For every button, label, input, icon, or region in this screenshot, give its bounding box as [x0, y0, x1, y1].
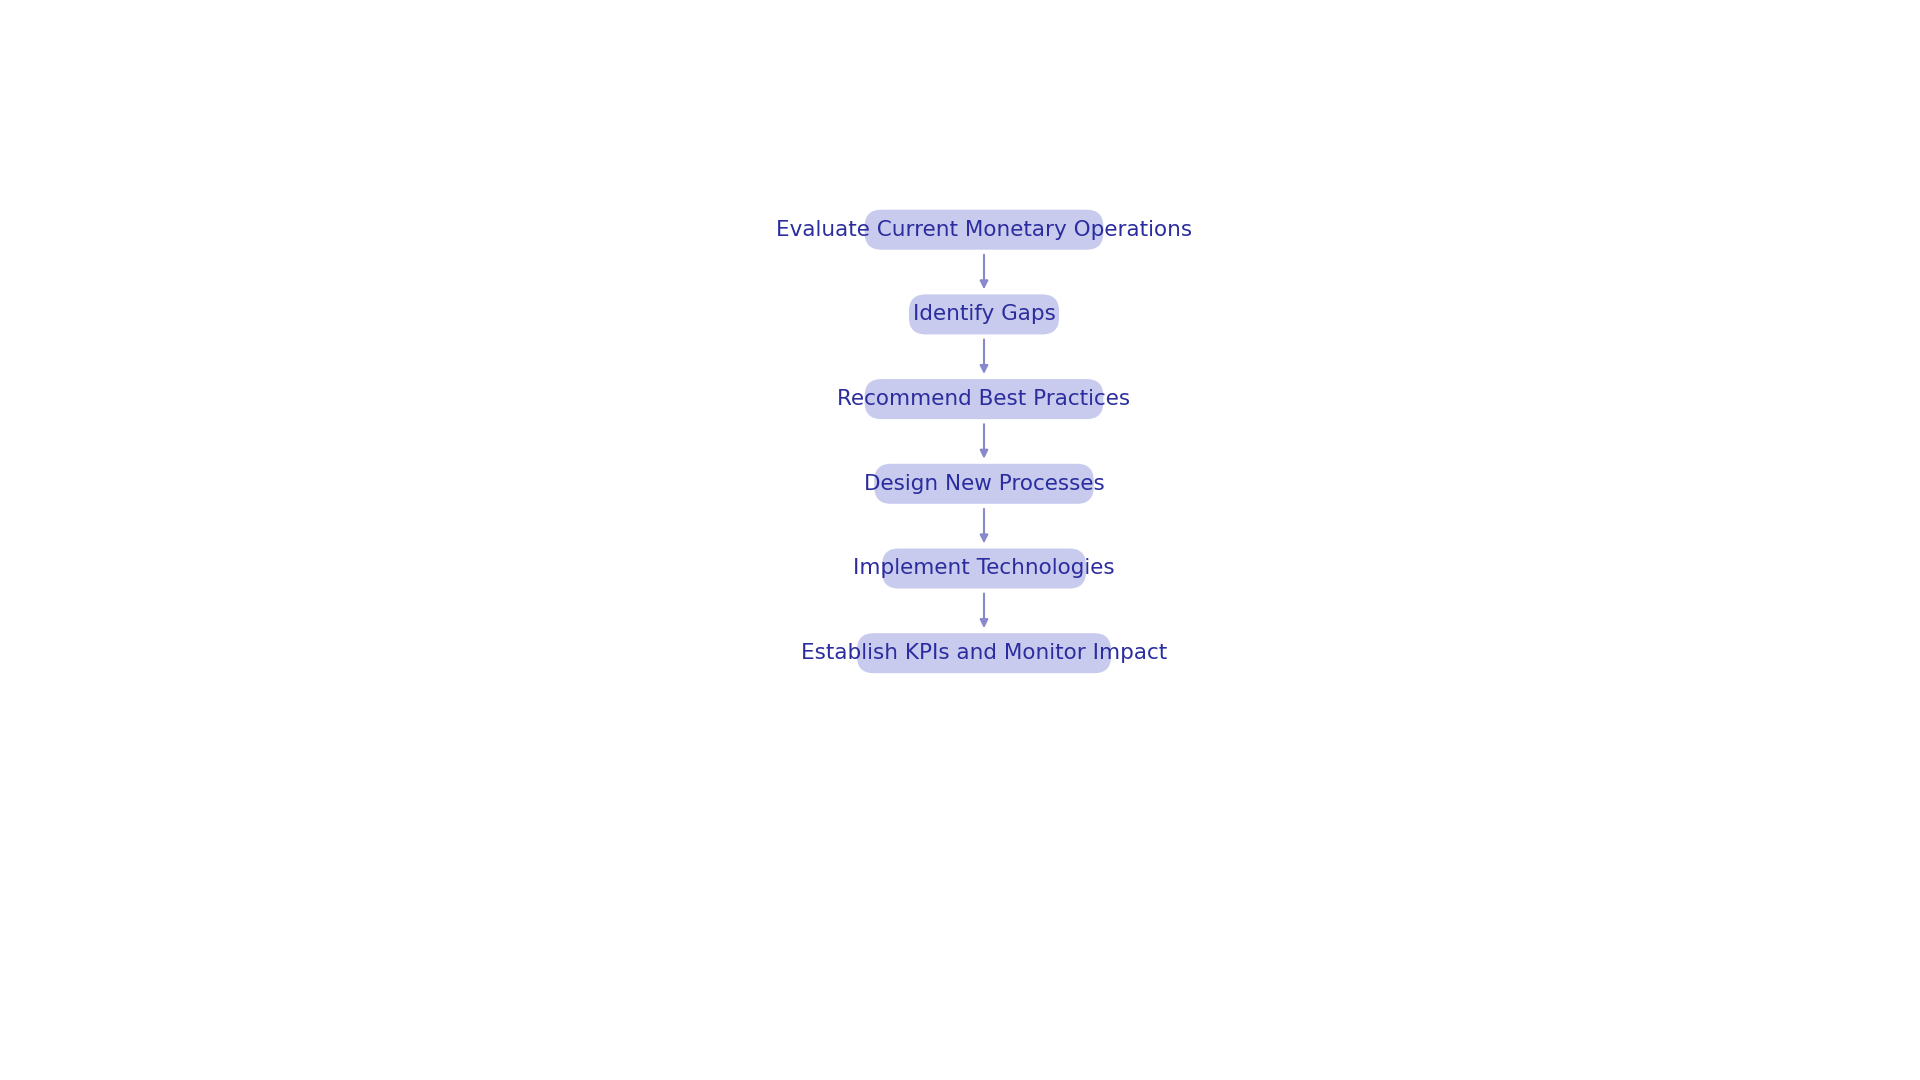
Text: Evaluate Current Monetary Operations: Evaluate Current Monetary Operations [776, 219, 1192, 240]
FancyBboxPatch shape [864, 210, 1104, 249]
FancyBboxPatch shape [881, 549, 1087, 589]
FancyBboxPatch shape [874, 463, 1094, 503]
Text: Recommend Best Practices: Recommend Best Practices [837, 389, 1131, 409]
FancyBboxPatch shape [908, 295, 1060, 335]
Text: Identify Gaps: Identify Gaps [912, 305, 1056, 324]
Text: Design New Processes: Design New Processes [864, 474, 1104, 494]
FancyBboxPatch shape [856, 633, 1112, 673]
Text: Implement Technologies: Implement Technologies [852, 558, 1116, 579]
FancyBboxPatch shape [864, 379, 1104, 419]
Text: Establish KPIs and Monitor Impact: Establish KPIs and Monitor Impact [801, 644, 1167, 663]
